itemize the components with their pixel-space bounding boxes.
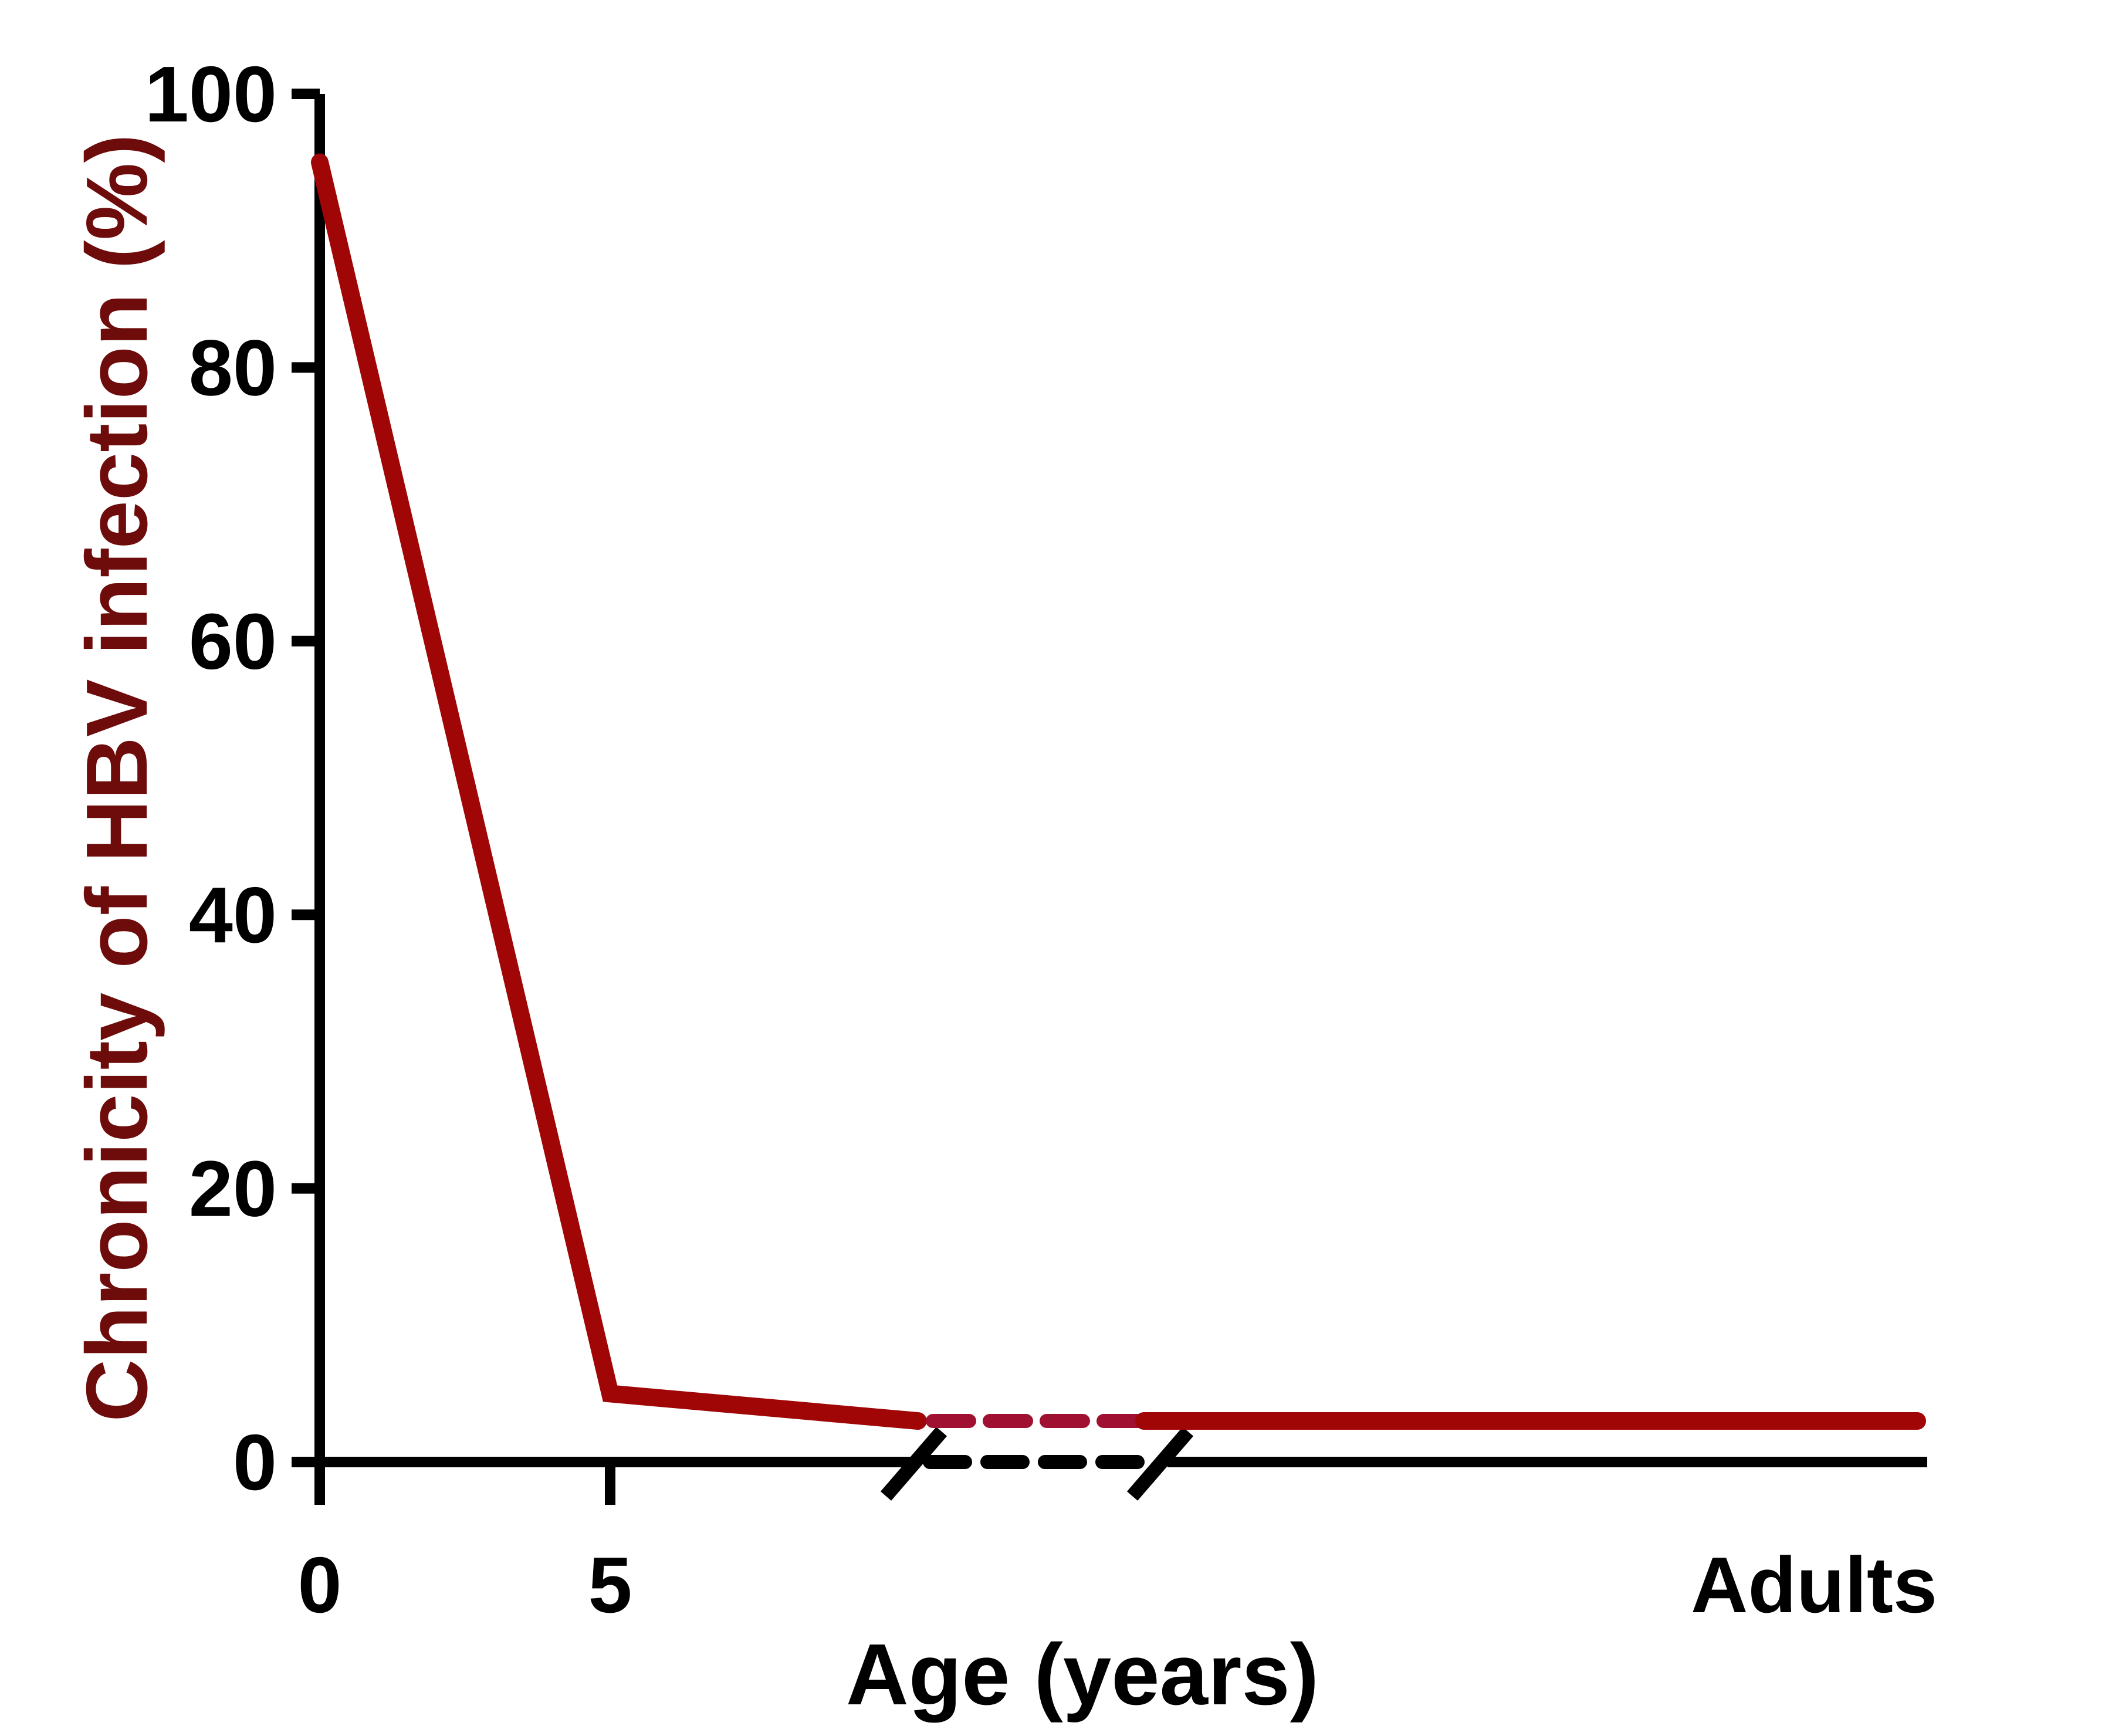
- y-tick-label-0: 0: [233, 1418, 277, 1507]
- x-axis-tick-labels: 0 5 Adults: [297, 1541, 1937, 1629]
- y-tick-label-40: 40: [189, 871, 277, 959]
- y-tick-label-100: 100: [145, 50, 277, 138]
- x-tick-label-5: 5: [588, 1541, 632, 1629]
- axis-break-slash-2: [1126, 1427, 1194, 1501]
- y-axis-title: Chronicity of HBV infection (%): [69, 134, 165, 1422]
- x-axis-break-marks: [880, 1427, 1194, 1501]
- y-tick-label-80: 80: [189, 323, 277, 412]
- x-tick-label-adults: Adults: [1691, 1541, 1937, 1629]
- chronicity-line-solid-prebreak: [311, 153, 927, 1430]
- axis-break-slash-1: [880, 1427, 947, 1501]
- chronicity-line-series: [311, 153, 1926, 1430]
- y-tick-label-60: 60: [189, 597, 277, 686]
- x-tick-label-0: 0: [297, 1541, 341, 1629]
- axes: [292, 89, 1927, 1505]
- y-tick-label-20: 20: [189, 1145, 277, 1233]
- x-axis-title: Age (years): [846, 1626, 1319, 1723]
- y-axis-tick-labels: 0 20 40 60 80 100: [145, 50, 277, 1507]
